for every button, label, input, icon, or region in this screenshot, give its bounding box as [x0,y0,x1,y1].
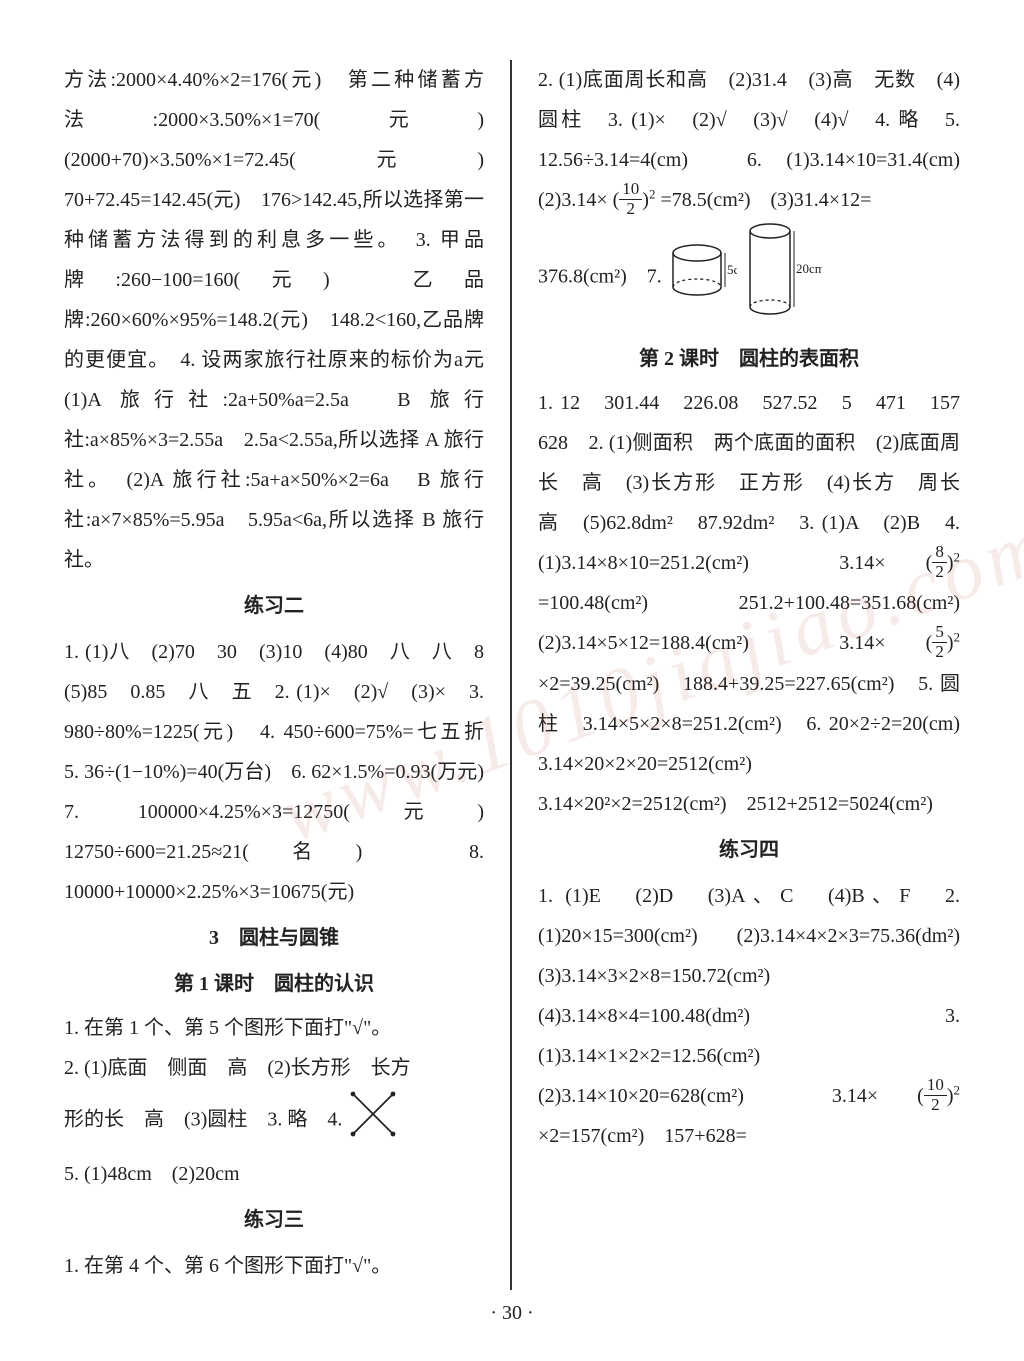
paren-open-4: ( [917,1085,924,1107]
page-number: · 30 · [0,1293,1024,1333]
frac2-num: 8 [932,543,947,563]
right-p3b: ×2=157(cm²) 157+628= [538,1125,747,1147]
right-p3a: 1. (1)E (2)D (3)A、C (4)B、F 2. (1)20×15=3… [538,885,980,1107]
left-p3: 1. 在第 1 个、第 5 个图形下面打"√"。 [64,1008,484,1048]
paren-close-3: )2 [947,632,960,654]
cylinder-small-icon: 5cm [667,241,737,315]
paren-close-4: )2 [947,1085,960,1107]
right-column: 2. (1)底面周长和高 (2)31.4 (3)高 无数 (4)圆柱 3. (1… [512,60,974,1290]
left-p2: 1. (1)八 (2)70 30 (3)10 (4)80 八 八 8 (5)85… [64,632,484,912]
right-p2b: =100.48(cm²) 251.2+100.48=351.68(cm²) (2… [538,592,980,654]
left-heading-ch3: 3 圆柱与圆锥 [64,918,484,958]
right-p3: 1. (1)E (2)D (3)A、C (4)B、F 2. (1)20×15=3… [538,876,960,1157]
right-p1c-row: 376.8(cm²) 7. 5cm [538,221,960,335]
paren-open-2: ( [926,552,933,574]
right-heading-lesson2: 第 2 课时 圆柱的表面积 [538,339,960,379]
right-heading-lianxi4: 练习四 [538,830,960,870]
left-p4b-row: 形的长 高 (3)圆柱 3. 略 4. [64,1088,484,1154]
cylinder-tall-icon: 20cm [742,221,822,335]
frac3-num: 5 [932,623,947,643]
right-p2a: 1. 12 301.44 226.08 527.52 5 471 157 628… [538,392,980,574]
frac2-den: 2 [932,563,947,582]
left-heading-lianxi3: 练习三 [64,1200,484,1240]
frac-8-2: 82 [932,543,947,581]
left-p4a: 2. (1)底面 侧面 高 (2)长方形 长方 [64,1057,411,1079]
frac-5-2: 52 [932,623,947,661]
right-p2c: ×2=39.25(cm²) 188.4+39.25=227.65(cm²) 5.… [538,673,980,815]
frac3-den: 2 [932,643,947,662]
left-heading-lianxi2: 练习二 [64,586,484,626]
paren-open-1: ( [613,189,620,211]
left-p4b: 形的长 高 (3)圆柱 3. 略 4. [64,1109,347,1131]
left-p4-with-figure: 2. (1)底面 侧面 高 (2)长方形 长方 [64,1048,484,1088]
frac-10-2b: 102 [924,1076,947,1114]
paren-close-1: )2 [642,189,655,211]
left-p5: 5. (1)48cm (2)20cm [64,1154,484,1194]
page-columns: 方法:2000×4.40%×2=176(元) 第二种储蓄方法:2000×3.50… [50,60,974,1290]
frac4-den: 2 [924,1096,947,1115]
frac4-num: 10 [924,1076,947,1096]
left-p6: 1. 在第 4 个、第 6 个图形下面打"√"。 [64,1246,484,1286]
frac1-num: 10 [619,180,642,200]
right-p1: 2. (1)底面周长和高 (2)31.4 (3)高 无数 (4)圆柱 3. (1… [538,60,960,221]
paren-open-3: ( [926,632,933,654]
left-subheading-lesson1: 第 1 课时 圆柱的认识 [64,964,484,1004]
cross-match-icon [347,1088,399,1154]
frac1-den: 2 [619,200,642,219]
left-column: 方法:2000×4.40%×2=176(元) 第二种储蓄方法:2000×3.50… [50,60,512,1290]
left-p1: 方法:2000×4.40%×2=176(元) 第二种储蓄方法:2000×3.50… [64,60,484,580]
right-p1b: =78.5(cm²) (3)31.4×12= [660,189,871,211]
svg-text:5cm: 5cm [727,262,737,277]
right-p2: 1. 12 301.44 226.08 527.52 5 471 157 628… [538,383,960,824]
frac-10-2: 102 [619,180,642,218]
right-p1c: 376.8(cm²) 7. [538,265,667,287]
svg-text:20cm: 20cm [796,261,822,276]
paren-close-2: )2 [947,552,960,574]
